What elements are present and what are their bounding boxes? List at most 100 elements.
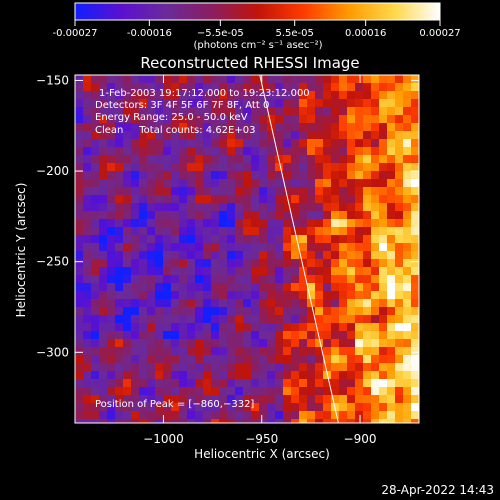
heatmap-cell: [235, 363, 244, 372]
heatmap-cell: [275, 131, 284, 140]
heatmap-cell: [219, 123, 228, 132]
heatmap-cell: [227, 131, 236, 140]
heatmap-cell: [267, 323, 276, 332]
heatmap-cell: [363, 251, 372, 260]
heatmap-cell: [411, 75, 419, 84]
heatmap-cell: [395, 347, 404, 356]
heatmap-cell: [347, 75, 356, 84]
heatmap-cell: [155, 379, 164, 388]
heatmap-cell: [139, 115, 148, 124]
heatmap-cell: [387, 75, 396, 84]
heatmap-cell: [115, 419, 124, 423]
heatmap-cell: [187, 291, 196, 300]
heatmap-cell: [411, 259, 419, 268]
heatmap-cell: [323, 363, 332, 372]
heatmap-cell: [99, 395, 108, 404]
heatmap-cell: [387, 203, 396, 212]
heatmap-cell: [75, 403, 84, 412]
heatmap-cell: [115, 243, 124, 252]
heatmap-cell: [219, 155, 228, 164]
heatmap-cell: [299, 171, 308, 180]
heatmap-cell: [323, 131, 332, 140]
heatmap-cell: [211, 147, 220, 156]
heatmap-cell: [131, 123, 140, 132]
heatmap-cell: [267, 339, 276, 348]
heatmap-cell: [107, 347, 116, 356]
heatmap-cell: [251, 275, 260, 284]
heatmap-cell: [339, 315, 348, 324]
heatmap-cell: [195, 259, 204, 268]
heatmap-cell: [283, 267, 292, 276]
heatmap-cell: [99, 123, 108, 132]
heatmap-cell: [235, 179, 244, 188]
heatmap-cell: [243, 411, 252, 420]
heatmap-cell: [155, 299, 164, 308]
heatmap-cell: [219, 403, 228, 412]
heatmap-cell: [123, 371, 132, 380]
heatmap-cell: [307, 131, 316, 140]
heatmap-cell: [307, 355, 316, 364]
heatmap-cell: [147, 387, 156, 396]
heatmap-cell: [347, 91, 356, 100]
heatmap-cell: [235, 83, 244, 92]
heatmap-cell: [339, 243, 348, 252]
heatmap-cell: [347, 147, 356, 156]
heatmap-cell: [187, 83, 196, 92]
heatmap-cell: [363, 155, 372, 164]
heatmap-cell: [211, 259, 220, 268]
heatmap-cell: [123, 355, 132, 364]
heatmap-cell: [227, 323, 236, 332]
heatmap-cell: [115, 267, 124, 276]
heatmap-cell: [259, 307, 268, 316]
heatmap-cell: [131, 187, 140, 196]
heatmap-cell: [355, 307, 364, 316]
heatmap-cell: [315, 275, 324, 284]
heatmap-cell: [219, 395, 228, 404]
heatmap-cell: [123, 171, 132, 180]
heatmap-cell: [355, 419, 364, 423]
heatmap-cell: [131, 419, 140, 423]
heatmap-cell: [163, 147, 172, 156]
heatmap-cell: [379, 251, 388, 260]
heatmap-cell: [211, 387, 220, 396]
heatmap-cell: [99, 171, 108, 180]
heatmap-cell: [83, 315, 92, 324]
heatmap-cell: [171, 195, 180, 204]
x-tick-label: −950: [245, 432, 278, 446]
heatmap-cell: [219, 187, 228, 196]
heatmap-cell: [291, 411, 300, 420]
heatmap-cell: [267, 371, 276, 380]
heatmap-cell: [275, 411, 284, 420]
heatmap-cell: [411, 283, 419, 292]
heatmap-cell: [75, 299, 84, 308]
heatmap-cell: [315, 307, 324, 316]
heatmap-cell: [395, 251, 404, 260]
heatmap-cell: [323, 403, 332, 412]
heatmap-cell: [315, 227, 324, 236]
heatmap-cell: [163, 283, 172, 292]
heatmap-cell: [147, 147, 156, 156]
heatmap-cell: [347, 163, 356, 172]
heatmap-cell: [99, 315, 108, 324]
heatmap-cell: [347, 211, 356, 220]
heatmap-cell: [227, 403, 236, 412]
heatmap-cell: [91, 403, 100, 412]
heatmap-cell: [83, 179, 92, 188]
heatmap-cell: [115, 171, 124, 180]
heatmap-cell: [275, 355, 284, 364]
heatmap-cell: [379, 147, 388, 156]
heatmap-cell: [99, 179, 108, 188]
heatmap-cell: [363, 123, 372, 132]
heatmap-cell: [395, 147, 404, 156]
heatmap-cell: [179, 419, 188, 423]
heatmap-cell: [147, 347, 156, 356]
heatmap-cell: [75, 75, 84, 84]
heatmap-cell: [315, 211, 324, 220]
heatmap-cell: [219, 419, 228, 423]
heatmap-cell: [403, 123, 412, 132]
heatmap-cell: [403, 275, 412, 284]
heatmap-cell: [331, 91, 340, 100]
heatmap-cell: [379, 331, 388, 340]
heatmap-cell: [363, 115, 372, 124]
heatmap-cell: [323, 187, 332, 196]
